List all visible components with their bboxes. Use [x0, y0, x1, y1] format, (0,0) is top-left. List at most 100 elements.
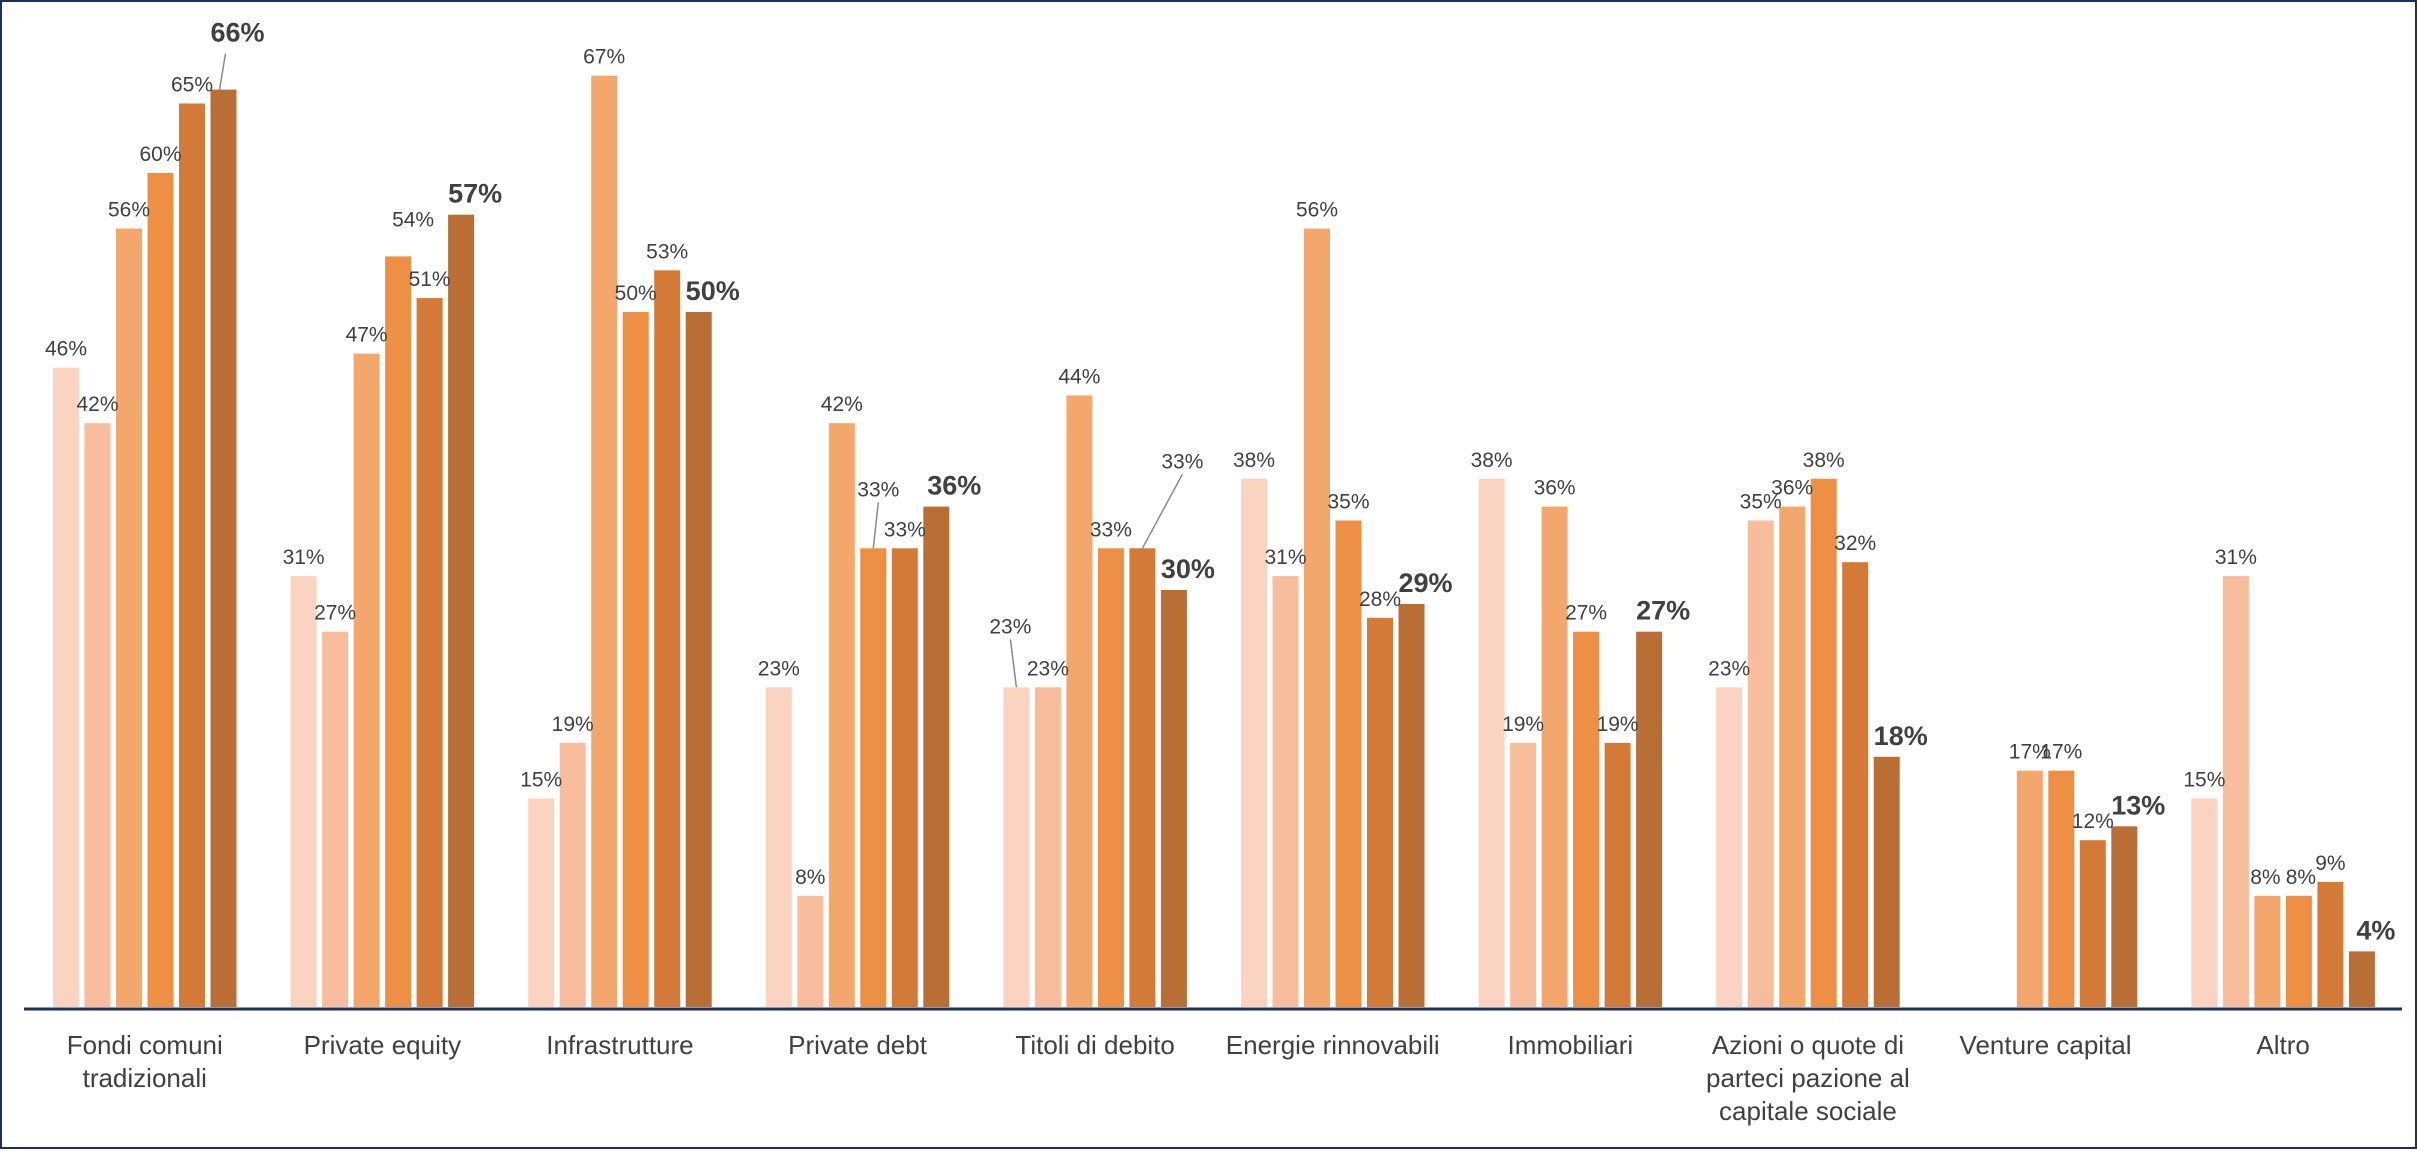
- data-label-10-4: 8%: [2286, 866, 2316, 889]
- data-label-5-6: 30%: [1161, 554, 1215, 584]
- data-label-2-2: 27%: [314, 602, 356, 625]
- bar-6-4: [1335, 520, 1362, 1007]
- data-label-8-2: 35%: [1740, 491, 1782, 514]
- bar-2-3: [353, 353, 380, 1007]
- bar-6-1: [1241, 478, 1267, 1007]
- data-label-7-6: 27%: [1636, 596, 1690, 626]
- data-label-8-4: 38%: [1803, 449, 1845, 472]
- data-label-7-3: 36%: [1534, 477, 1576, 500]
- bar-7-4: [1573, 631, 1600, 1007]
- data-label-2-4: 54%: [392, 208, 434, 231]
- data-label-6-2: 31%: [1264, 546, 1306, 569]
- leader-line-1-6: [218, 53, 227, 90]
- data-label-9-3: 17%: [2009, 741, 2051, 764]
- data-label-1-3: 56%: [108, 199, 150, 222]
- data-label-5-1: 23%: [989, 615, 1031, 638]
- bar-10-6: [2348, 951, 2375, 1007]
- data-label-7-2: 19%: [1502, 713, 1544, 736]
- data-label-8-1: 23%: [1708, 657, 1750, 680]
- bar-4-6: [923, 506, 950, 1007]
- data-label-5-2: 23%: [1027, 657, 1069, 680]
- bar-4-2: [797, 895, 824, 1007]
- category-label-10: Altro: [2256, 1030, 2309, 1060]
- data-label-9-5: 12%: [2072, 810, 2114, 833]
- bar-10-4: [2285, 895, 2312, 1007]
- bar-8-2: [1747, 520, 1774, 1007]
- bar-2-4: [385, 256, 412, 1007]
- data-label-8-6: 18%: [1874, 721, 1928, 751]
- bar-7-3: [1541, 506, 1568, 1007]
- data-label-4-5: 33%: [884, 518, 926, 541]
- bar-2-6: [448, 214, 475, 1007]
- bar-10-1: [2191, 798, 2218, 1007]
- data-label-4-2: 8%: [795, 866, 825, 889]
- bar-3-3: [591, 75, 618, 1007]
- bar-9-6: [2111, 826, 2138, 1007]
- bar-6-2: [1272, 576, 1299, 1007]
- data-label-3-5: 53%: [646, 240, 688, 263]
- category-label-2: Private equity: [304, 1030, 462, 1060]
- bar-5-2: [1034, 687, 1061, 1007]
- bar-7-1: [1478, 478, 1505, 1007]
- leader-line-5-5: [1141, 473, 1184, 549]
- category-label-1: Fondi comuni tradizionali: [67, 1030, 223, 1093]
- bar-9-5: [2079, 840, 2106, 1007]
- bar-2-1: [290, 576, 317, 1007]
- bar-5-1: [1003, 687, 1030, 1007]
- data-label-8-5: 32%: [1834, 532, 1876, 555]
- category-label-5: Titoli di debito: [1015, 1030, 1174, 1060]
- bar-4-4: [860, 548, 887, 1007]
- bar-4-3: [828, 423, 855, 1007]
- bar-5-4: [1097, 548, 1124, 1007]
- category-label-8: Azioni o quote di parteci pazione al capit…: [1706, 1030, 1910, 1126]
- bar-1-3: [116, 228, 142, 1008]
- data-label-6-1: 38%: [1233, 449, 1275, 472]
- bar-2-2: [322, 631, 349, 1007]
- bar-10-3: [2254, 895, 2281, 1007]
- bar-6-5: [1367, 617, 1393, 1007]
- data-label-3-2: 19%: [552, 713, 594, 736]
- bar-1-2: [84, 423, 111, 1007]
- bar-4-5: [891, 548, 918, 1007]
- data-label-2-6: 57%: [448, 179, 502, 209]
- data-label-4-6: 36%: [927, 471, 981, 501]
- data-label-2-1: 31%: [283, 546, 325, 569]
- data-label-1-1: 46%: [45, 338, 87, 361]
- bar-7-6: [1636, 631, 1663, 1007]
- bar-7-2: [1510, 742, 1537, 1007]
- leader-line-4-4: [872, 502, 880, 549]
- bar-8-6: [1873, 756, 1900, 1007]
- bar-5-3: [1066, 395, 1093, 1007]
- leader-lines-layer: [218, 53, 1184, 688]
- leader-line-5-1: [1009, 639, 1018, 688]
- bar-6-6: [1398, 603, 1425, 1007]
- data-label-9-6: 13%: [2111, 790, 2165, 820]
- bar-9-3: [2016, 770, 2043, 1007]
- data-label-10-1: 15%: [2183, 769, 2225, 792]
- data-label-8-3: 36%: [1771, 477, 1813, 500]
- bar-1-6: [210, 89, 237, 1008]
- data-label-4-4: 33%: [857, 478, 899, 501]
- bar-9-4: [2048, 770, 2075, 1007]
- bar-1-4: [147, 173, 174, 1007]
- bar-3-5: [654, 270, 681, 1007]
- data-label-7-4: 27%: [1565, 602, 1607, 625]
- category-label-7: Immobiliari: [1508, 1030, 1634, 1060]
- data-label-7-5: 19%: [1597, 713, 1639, 736]
- category-label-6: Energie rinnovabili: [1226, 1030, 1440, 1060]
- bar-7-5: [1604, 742, 1631, 1007]
- data-label-2-5: 51%: [409, 268, 451, 291]
- data-label-1-2: 42%: [76, 393, 118, 416]
- bar-5-5: [1129, 548, 1156, 1007]
- data-label-1-4: 60%: [139, 143, 181, 166]
- bar-8-5: [1842, 562, 1869, 1007]
- data-label-6-3: 56%: [1296, 199, 1338, 222]
- category-labels-layer: Fondi comuni tradizionali Private equity In…: [67, 1030, 2310, 1126]
- data-label-5-4: 33%: [1090, 518, 1132, 541]
- bar-10-5: [2317, 881, 2344, 1007]
- data-label-6-6: 29%: [1398, 568, 1452, 598]
- data-label-3-1: 15%: [520, 769, 562, 792]
- bar-3-1: [528, 798, 555, 1007]
